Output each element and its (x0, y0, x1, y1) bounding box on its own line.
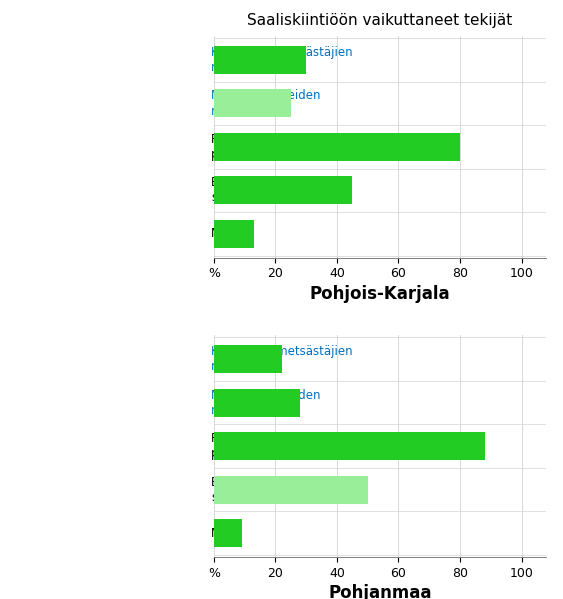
Bar (214, 89, 291, 117)
Bar (214, 133, 460, 161)
Bar (214, 519, 242, 547)
Bar (214, 432, 485, 460)
Bar (214, 46, 306, 74)
Bar (214, 476, 368, 504)
X-axis label: Pohjois-Karjala: Pohjois-Karjala (310, 285, 450, 302)
X-axis label: Pohjanmaa: Pohjanmaa (328, 584, 432, 599)
Title: Saaliskiintiöön vaikuttaneet tekijät: Saaliskiintiöön vaikuttaneet tekijät (247, 13, 513, 28)
Bar (214, 220, 254, 248)
Bar (214, 176, 352, 204)
Bar (214, 389, 300, 417)
Bar (214, 345, 282, 373)
